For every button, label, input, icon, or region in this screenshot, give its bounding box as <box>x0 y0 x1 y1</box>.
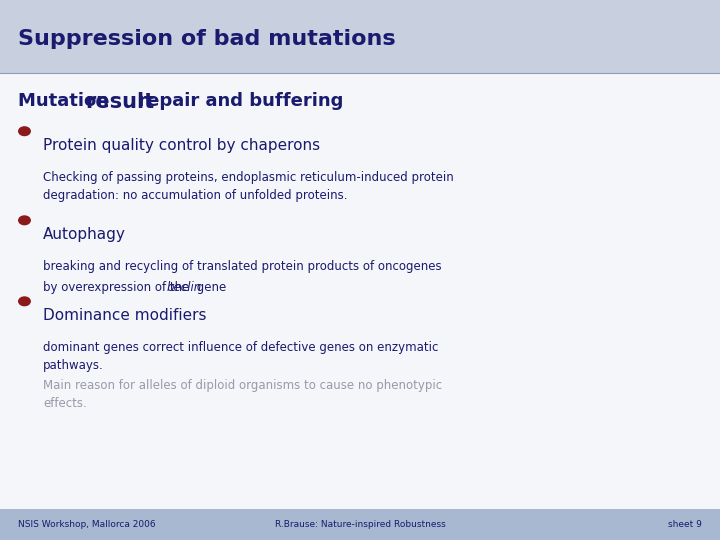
Text: by overexpression of the: by overexpression of the <box>43 281 194 294</box>
Text: breaking and recycling of translated protein products of oncogenes: breaking and recycling of translated pro… <box>43 260 442 273</box>
Text: dominant genes correct influence of defective genes on enzymatic
pathways.: dominant genes correct influence of defe… <box>43 341 438 372</box>
Text: Main reason for alleles of diploid organisms to cause no phenotypic
effects.: Main reason for alleles of diploid organ… <box>43 379 442 410</box>
Text: Autophagy: Autophagy <box>43 227 126 242</box>
Text: result: result <box>86 92 155 112</box>
Text: Mutation: Mutation <box>18 92 115 110</box>
Circle shape <box>19 127 30 136</box>
Text: NSIS Workshop, Mallorca 2006: NSIS Workshop, Mallorca 2006 <box>18 520 156 529</box>
Text: repair and buffering: repair and buffering <box>132 92 343 110</box>
Circle shape <box>19 297 30 306</box>
Text: sheet 9: sheet 9 <box>668 520 702 529</box>
Text: gene: gene <box>193 281 226 294</box>
Circle shape <box>19 216 30 225</box>
Text: Checking of passing proteins, endoplasmic reticulum-induced protein
degradation:: Checking of passing proteins, endoplasmi… <box>43 171 454 202</box>
Text: R.Brause: Nature-inspired Robustness: R.Brause: Nature-inspired Robustness <box>274 520 446 529</box>
Text: Protein quality control by chaperons: Protein quality control by chaperons <box>43 138 320 153</box>
Text: Suppression of bad mutations: Suppression of bad mutations <box>18 29 395 49</box>
Bar <box>0 509 720 540</box>
Text: Dominance modifiers: Dominance modifiers <box>43 308 207 323</box>
Bar <box>0 0 720 73</box>
Text: beclin: beclin <box>167 281 202 294</box>
